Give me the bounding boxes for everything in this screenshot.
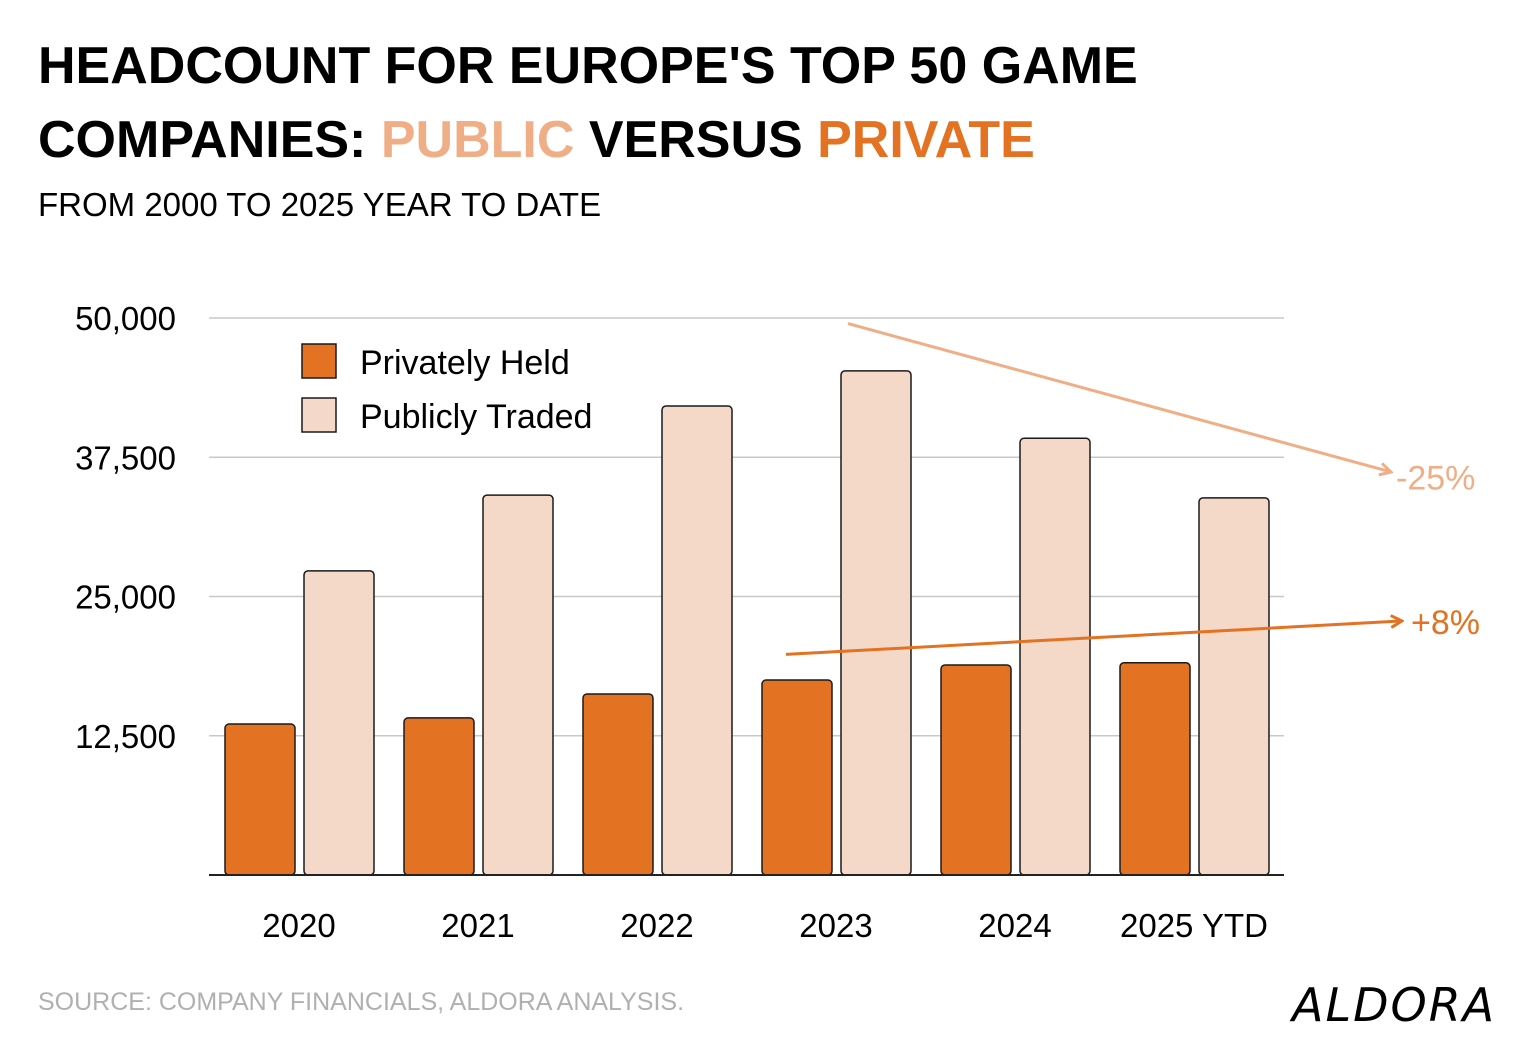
bar-publicly-traded (840, 370, 912, 876)
trend-label-public: -25% (1396, 460, 1475, 498)
x-tick-label: 2025 YTD (1120, 907, 1268, 944)
bar-publicly-traded (303, 570, 375, 876)
legend-swatch (301, 343, 337, 379)
bar-privately-held (940, 664, 1012, 876)
x-tick-label: 2021 (441, 907, 514, 944)
bar-privately-held (761, 679, 833, 876)
x-tick-label: 2020 (262, 907, 335, 944)
source-note: SOURCE: COMPANY FINANCIALS, ALDORA ANALY… (38, 988, 685, 1016)
trend-arrow-private (785, 621, 1401, 656)
bar-privately-held (582, 693, 654, 876)
x-tick-label: 2022 (620, 907, 693, 944)
legend-label: Privately Held (360, 344, 570, 382)
title-public: PUBLIC (380, 111, 575, 169)
title-private: PRIVATE (817, 111, 1035, 169)
x-tick-label: 2023 (799, 907, 872, 944)
bar-privately-held (224, 723, 296, 876)
bar-publicly-traded (1019, 437, 1091, 876)
x-tick-label: 2024 (978, 907, 1051, 944)
trend-label-private: +8% (1411, 604, 1480, 642)
bar-publicly-traded (1198, 497, 1270, 876)
bar-privately-held (403, 717, 475, 876)
title-middle: VERSUS (574, 111, 818, 169)
chart-title-line2: COMPANIES: PUBLIC VERSUS PRIVATE (38, 110, 1035, 170)
y-tick-label: 37,500 (75, 439, 176, 476)
title-prefix: COMPANIES: (38, 111, 381, 169)
aldora-logo: ALDORA (1292, 978, 1497, 1032)
y-tick-label: 50,000 (75, 300, 176, 337)
bar-privately-held (1119, 662, 1191, 876)
chart-title-line1: HEADCOUNT FOR EUROPE'S TOP 50 GAME (38, 37, 1138, 95)
bar-publicly-traded (661, 405, 733, 876)
chart-subtitle: FROM 2000 TO 2025 YEAR TO DATE (38, 186, 602, 223)
y-tick-label: 12,500 (75, 718, 176, 755)
legend-label: Publicly Traded (360, 398, 592, 436)
bar-publicly-traded (482, 494, 554, 876)
y-tick-label: 25,000 (75, 579, 176, 616)
legend-swatch (301, 397, 337, 433)
trend-arrow-public (847, 322, 1390, 472)
